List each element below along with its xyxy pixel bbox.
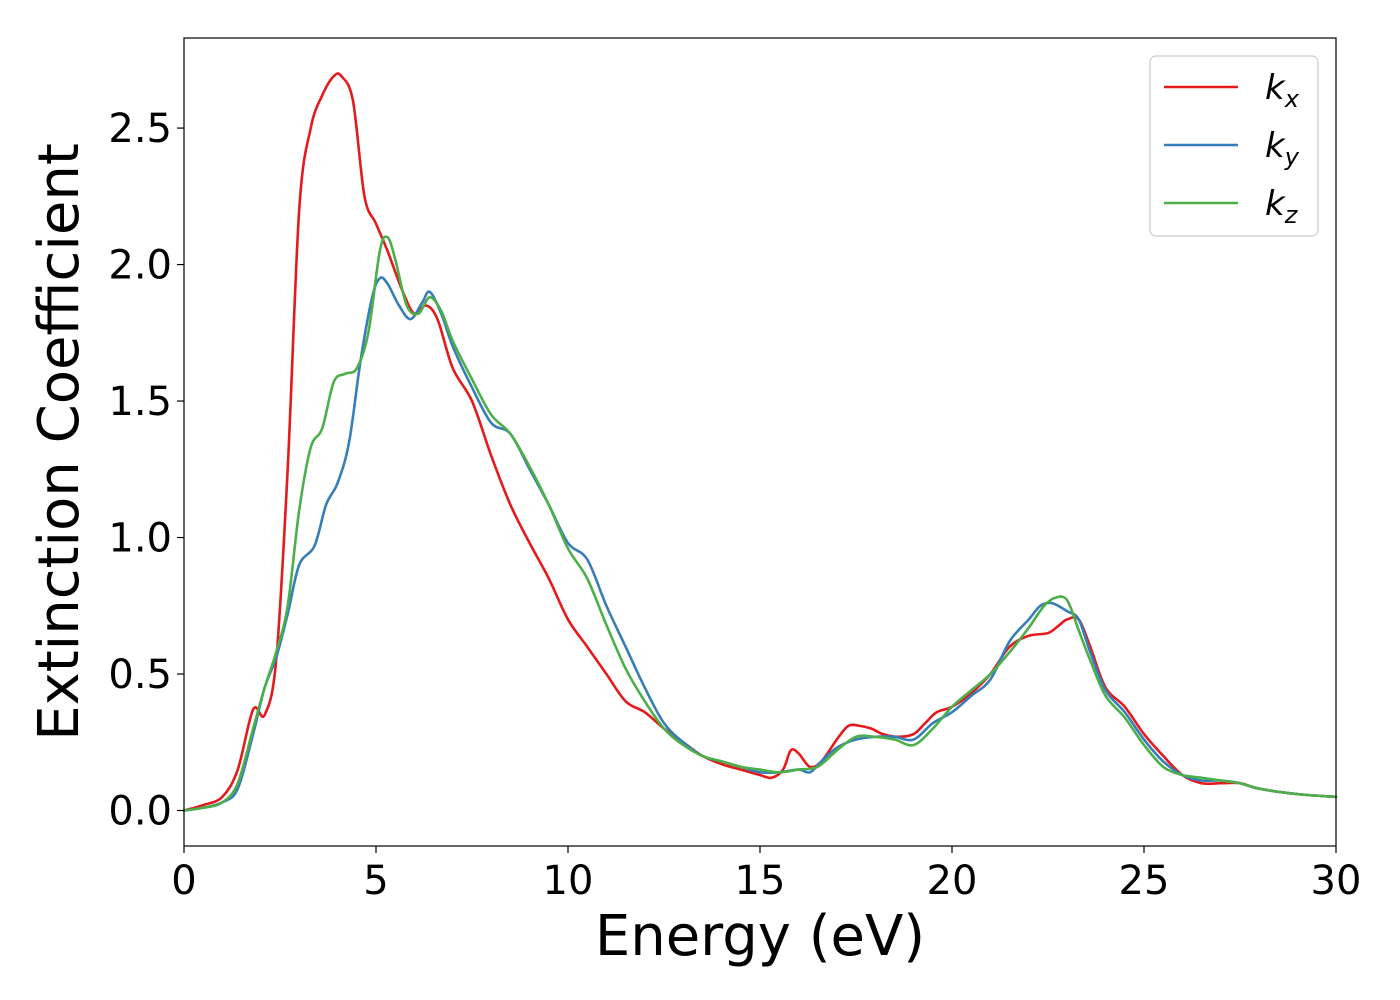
y-tick-label: 0.0 xyxy=(108,789,172,835)
y-tick-label: 1.5 xyxy=(108,379,172,425)
y-tick-label: 1.0 xyxy=(108,516,172,562)
y-axis-title: Extinction Coefficient xyxy=(27,143,92,741)
legend: kx ky kz xyxy=(1149,55,1319,237)
series-line-ky xyxy=(182,276,1338,812)
x-tick-label: 0 xyxy=(171,858,196,904)
y-tick-label: 2.0 xyxy=(108,243,172,289)
legend-label-kz: kz xyxy=(1265,184,1299,229)
series-layer xyxy=(182,72,1338,812)
x-tick-label: 25 xyxy=(1119,858,1170,904)
x-tick-label: 30 xyxy=(1311,858,1362,904)
x-axis-title: Energy (eV) xyxy=(595,904,925,969)
y-axis: 0.0 0.5 1.0 1.5 2.0 2.5 xyxy=(108,106,184,835)
x-tick-label: 5 xyxy=(363,858,388,904)
legend-label-kx: kx xyxy=(1265,68,1300,113)
series-line-kz xyxy=(182,235,1338,812)
x-axis: 0 5 10 15 20 25 30 xyxy=(171,846,1361,904)
y-tick-label: 0.5 xyxy=(108,652,172,698)
y-tick-label: 2.5 xyxy=(108,106,172,152)
x-tick-label: 15 xyxy=(735,858,786,904)
x-tick-label: 10 xyxy=(543,858,594,904)
x-tick-label: 20 xyxy=(927,858,978,904)
legend-label-ky: ky xyxy=(1265,126,1300,171)
